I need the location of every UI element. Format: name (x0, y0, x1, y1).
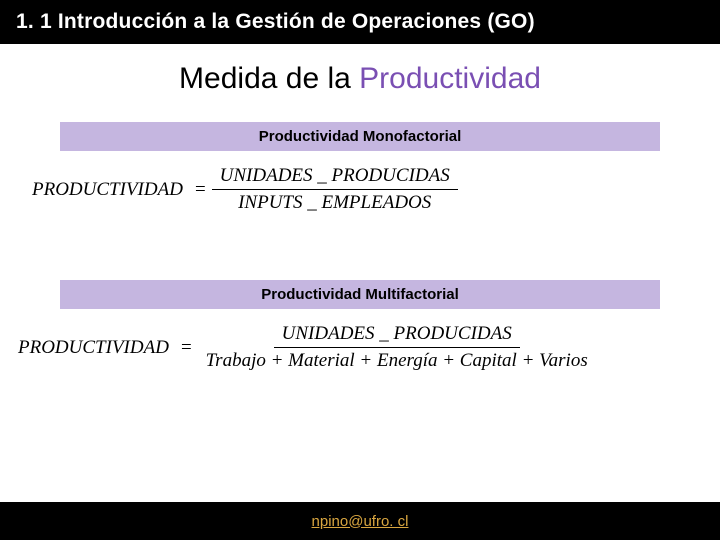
section-bar-monofactorial: Productividad Monofactorial (60, 122, 660, 151)
slide-title: Medida de la Productividad (0, 62, 720, 96)
fraction-2: UNIDADES _ PRODUCIDAS Trabajo + Material… (198, 323, 596, 372)
equals-sign-1: = (195, 179, 206, 201)
slide-header-text: 1. 1 Introducción a la Gestión de Operac… (16, 10, 535, 34)
section-label-multifactorial: Productividad Multifactorial (261, 286, 459, 303)
formula-lhs-1: PRODUCTIVIDAD (32, 179, 183, 201)
slide-header: 1. 1 Introducción a la Gestión de Operac… (0, 0, 720, 44)
slide-footer: npino@ufro. cl (0, 502, 720, 540)
denominator-1: INPUTS _ EMPLEADOS (230, 190, 439, 214)
fraction-1: UNIDADES _ PRODUCIDAS INPUTS _ EMPLEADOS (212, 165, 458, 214)
footer-email-link[interactable]: npino@ufro. cl (312, 513, 409, 530)
title-part1: Medida de la (179, 62, 359, 95)
numerator-2: UNIDADES _ PRODUCIDAS (274, 323, 520, 348)
formula-lhs-2: PRODUCTIVIDAD (18, 337, 169, 359)
equals-sign-2: = (181, 337, 192, 359)
formula-monofactorial: PRODUCTIVIDAD = UNIDADES _ PRODUCIDAS IN… (0, 165, 720, 214)
formula-multifactorial: PRODUCTIVIDAD = UNIDADES _ PRODUCIDAS Tr… (0, 323, 720, 372)
numerator-1: UNIDADES _ PRODUCIDAS (212, 165, 458, 190)
section-label-monofactorial: Productividad Monofactorial (259, 128, 462, 145)
title-part2: Productividad (359, 62, 541, 95)
denominator-2: Trabajo + Material + Energía + Capital +… (198, 348, 596, 372)
section-bar-multifactorial: Productividad Multifactorial (60, 280, 660, 309)
